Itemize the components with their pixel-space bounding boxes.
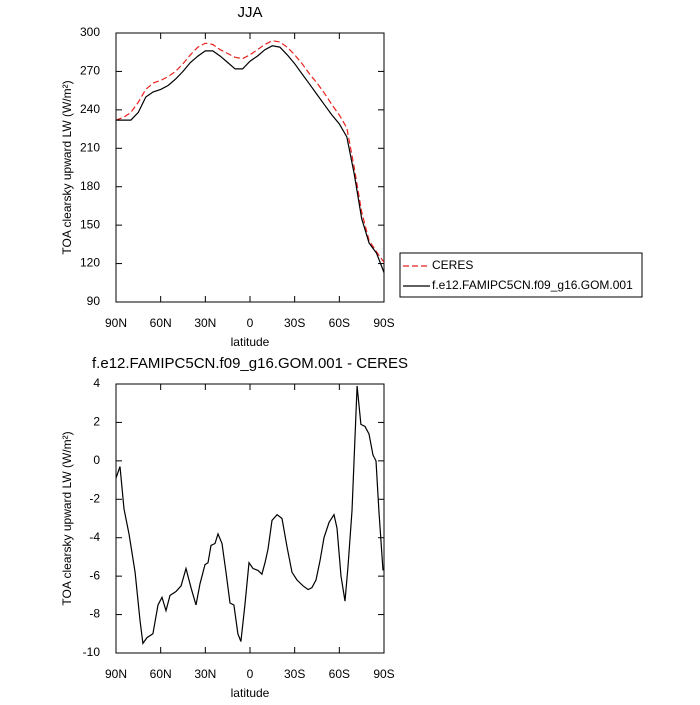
y-tick-label: -2 xyxy=(89,491,100,505)
y-tick-label: 180 xyxy=(80,179,100,193)
data-line xyxy=(115,385,384,646)
x-tick-label: 60N xyxy=(150,667,172,681)
chart-title: f.e12.FAMIPC5CN.f09_g16.GOM.001 - CERES xyxy=(92,355,408,372)
x-tick-label: 30S xyxy=(284,667,305,681)
y-axis-label: TOA clearsky upward LW (W/m²) xyxy=(60,80,74,254)
x-tick-label: 90N xyxy=(105,316,127,330)
x-tick-label: 60S xyxy=(329,316,350,330)
x-tick-label: 30N xyxy=(194,316,216,330)
legend-box xyxy=(399,252,643,298)
data-line xyxy=(116,45,385,273)
x-tick-label: 0 xyxy=(247,667,254,681)
data-line xyxy=(115,40,385,263)
x-axis-label: latitude xyxy=(231,335,270,349)
x-tick-label: 30S xyxy=(284,316,305,330)
x-tick-label: 30N xyxy=(194,667,216,681)
y-tick-label: 210 xyxy=(80,140,100,154)
y-tick-label: 4 xyxy=(93,376,100,390)
y-tick-label: 0 xyxy=(93,453,100,467)
x-axis-label: latitude xyxy=(231,686,270,700)
y-tick-label: 90 xyxy=(87,294,101,308)
y-tick-label: 2 xyxy=(93,415,100,429)
y-tick-label: 120 xyxy=(80,256,100,270)
y-tick-label: -10 xyxy=(83,645,101,659)
y-tick-label: 300 xyxy=(80,25,100,39)
x-tick-label: 0 xyxy=(247,316,254,330)
x-tick-label: 90N xyxy=(105,667,127,681)
y-tick-label: 150 xyxy=(80,217,100,231)
x-tick-label: 60N xyxy=(150,316,172,330)
y-axis-label: TOA clearsky upward LW (W/m²) xyxy=(60,431,74,605)
y-tick-label: 240 xyxy=(80,102,100,116)
y-tick-label: 270 xyxy=(80,64,100,78)
x-tick-label: 90S xyxy=(373,667,394,681)
chart-title: JJA xyxy=(237,4,262,21)
legend-label: CERES xyxy=(432,258,473,272)
y-tick-label: -8 xyxy=(89,607,100,621)
y-tick-label: -6 xyxy=(89,568,100,582)
legend-label: f.e12.FAMIPC5CN.f09_g16.GOM.001 xyxy=(432,278,633,292)
plot-frame xyxy=(115,32,385,303)
x-tick-label: 60S xyxy=(329,667,350,681)
y-tick-label: -4 xyxy=(89,530,100,544)
x-tick-label: 90S xyxy=(373,316,394,330)
